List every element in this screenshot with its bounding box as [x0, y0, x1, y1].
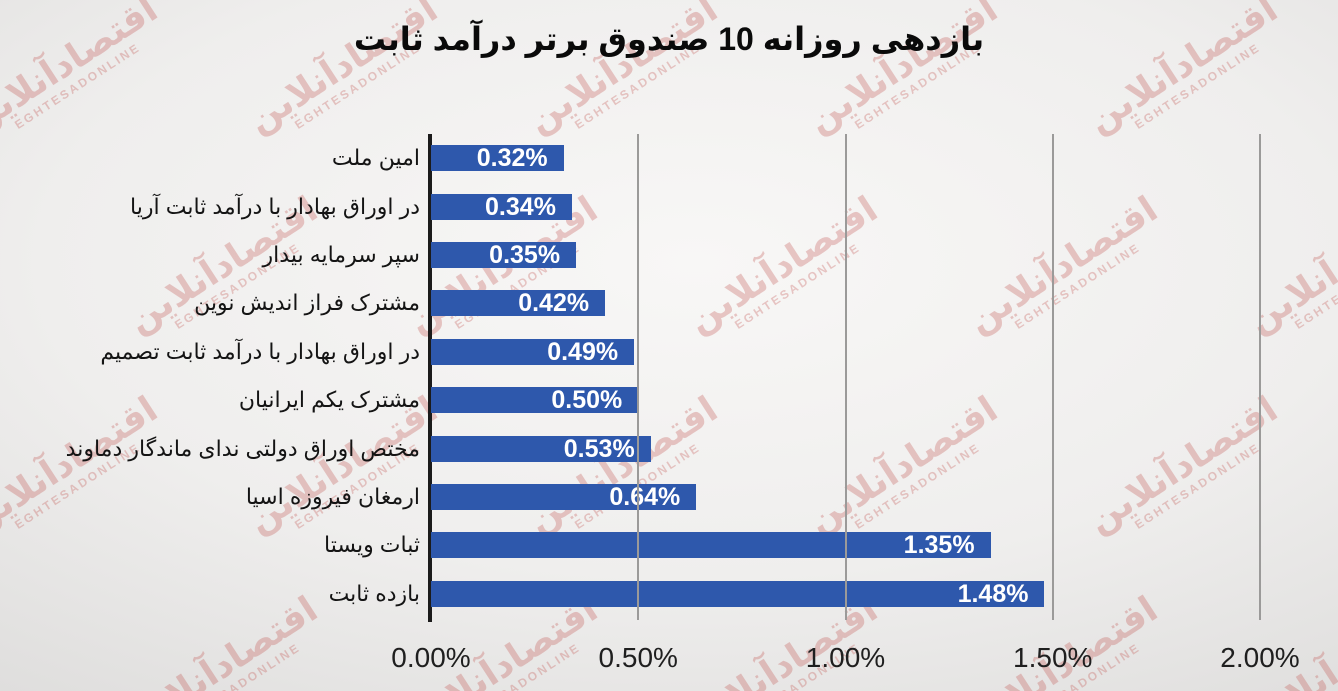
- gridline: [637, 134, 640, 620]
- bar-value-label: 0.53%: [563, 434, 635, 463]
- bar: 0.53%: [431, 434, 651, 463]
- x-axis-tick-label: 1.50%: [1013, 642, 1093, 673]
- category-label: بازده ثابت: [328, 580, 420, 606]
- bar: 0.49%: [431, 337, 635, 366]
- x-axis: 0.00% 0.50% 1.00% 1.50% 2.00%: [391, 642, 1299, 678]
- bar-value-label: 0.35%: [489, 241, 561, 270]
- bar: 1.35%: [431, 531, 991, 560]
- bars-container: 0.32% 0.34% 0.35% 0.42% 0.49% 0.50% 0.53% 0.64%…: [431, 134, 1260, 618]
- bar-row: 0.53%: [431, 424, 1260, 472]
- category-label: سپر سرمایه بیدار: [262, 241, 420, 267]
- bar-value-label: 1.35%: [903, 531, 975, 560]
- bar: 0.50%: [431, 386, 639, 415]
- chart-title: بازدهی روزانه 10 صندوق برتر درآمد ثابت: [353, 21, 985, 57]
- bar-row: 0.32%: [431, 134, 1260, 182]
- category-label: مختص اوراق دولتی ندای ماندگار دماوند: [65, 435, 420, 461]
- bar: 0.34%: [431, 192, 572, 221]
- bar-value-label: 0.32%: [476, 144, 548, 173]
- gridline: [1259, 134, 1261, 620]
- x-axis-tick-label: 1.00%: [805, 642, 886, 673]
- gridline: [1051, 134, 1054, 620]
- category-label: در اوراق بهادار با درآمد ثابت آریا: [130, 193, 420, 219]
- bar: 0.42%: [431, 289, 606, 318]
- category-label: ثبات ویستا: [323, 532, 420, 558]
- watermark-latin-text: EGHTESADONLINE: [1292, 240, 1338, 332]
- x-axis-tick-label: 2.00%: [1220, 642, 1300, 673]
- y-axis-line: [428, 134, 432, 622]
- category-labels: امین ملت در اوراق بهادار با درآمد ثابت آر…: [0, 134, 420, 618]
- bar-row: 0.50%: [431, 376, 1260, 424]
- plot-area: 0.32% 0.34% 0.35% 0.42% 0.49% 0.50% 0.53% 0.64%…: [428, 134, 1261, 622]
- bar-row: 1.35%: [431, 521, 1260, 569]
- watermark-latin-text: EGHTESADONLINE: [172, 640, 304, 691]
- bar: 0.32%: [431, 144, 564, 173]
- category-label: امین ملت: [331, 145, 420, 171]
- category-label: ارمغان فیروزه اسیا: [245, 483, 420, 509]
- bar-value-label: 0.64%: [609, 483, 681, 512]
- bar-value-label: 0.50%: [551, 386, 623, 415]
- bar: 0.35%: [431, 241, 577, 270]
- x-axis-tick-label: 0.00%: [391, 642, 471, 673]
- bar-row: 0.49%: [431, 328, 1260, 376]
- bar-row: 0.42%: [431, 279, 1260, 327]
- category-label: مشترک فراز اندیش نوین: [194, 290, 420, 316]
- bar-value-label: 0.42%: [518, 289, 590, 318]
- bar-value-label: 0.34%: [485, 192, 556, 221]
- x-axis-tick-label: 0.50%: [598, 642, 678, 673]
- bar: 0.64%: [431, 483, 697, 512]
- bar: 1.48%: [431, 579, 1045, 608]
- category-label: مشترک یکم ایرانیان: [238, 387, 420, 413]
- bar-value-label: 1.48%: [957, 579, 1029, 608]
- bar-row: 0.34%: [431, 182, 1260, 230]
- bar-row: 1.48%: [431, 570, 1260, 618]
- gridline: [844, 134, 847, 620]
- bar-row: 0.35%: [431, 231, 1260, 279]
- bar-row: 0.64%: [431, 473, 1260, 521]
- category-label: در اوراق بهادار با درآمد ثابت تصمیم: [100, 338, 420, 364]
- bar-value-label: 0.49%: [547, 337, 619, 366]
